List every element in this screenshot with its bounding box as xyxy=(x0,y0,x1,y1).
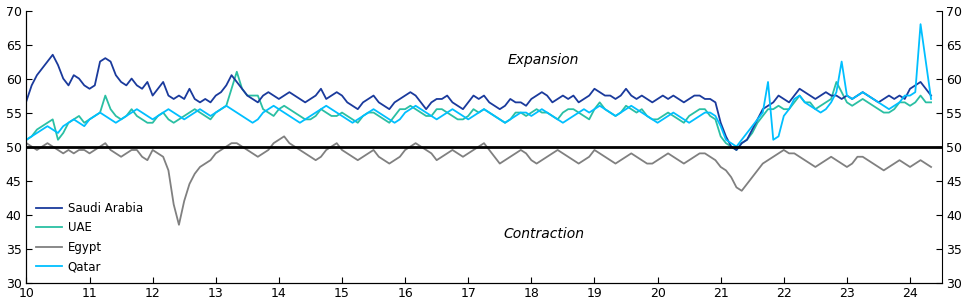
Qatar xyxy=(831,90,842,94)
Qatar xyxy=(20,138,32,142)
UAE xyxy=(231,70,243,74)
Qatar xyxy=(915,22,926,26)
UAE xyxy=(925,101,937,104)
UAE xyxy=(683,114,695,118)
UAE xyxy=(520,114,531,118)
Egypt xyxy=(20,141,32,145)
Qatar xyxy=(925,97,937,101)
Egypt xyxy=(835,162,847,166)
Egypt xyxy=(720,169,732,172)
Qatar xyxy=(457,114,469,118)
Saudi Arabia xyxy=(46,53,58,57)
Qatar xyxy=(352,118,364,121)
Egypt xyxy=(688,155,700,159)
UAE xyxy=(357,114,369,118)
Qatar xyxy=(678,118,689,121)
UAE xyxy=(715,135,727,138)
Egypt xyxy=(279,135,290,138)
Legend: Saudi Arabia, UAE, Egypt, Qatar: Saudi Arabia, UAE, Egypt, Qatar xyxy=(32,198,146,277)
UAE xyxy=(835,90,847,94)
Line: Egypt: Egypt xyxy=(26,136,931,225)
Saudi Arabia xyxy=(520,104,531,108)
Saudi Arabia xyxy=(925,94,937,97)
Text: Expansion: Expansion xyxy=(508,53,579,66)
Qatar xyxy=(710,114,721,118)
Saudi Arabia xyxy=(357,101,369,104)
UAE xyxy=(463,114,474,118)
Saudi Arabia xyxy=(463,101,474,104)
Line: UAE: UAE xyxy=(26,72,931,150)
Saudi Arabia xyxy=(835,97,847,101)
UAE xyxy=(20,138,32,142)
Egypt xyxy=(173,223,185,227)
Saudi Arabia xyxy=(683,97,695,101)
Egypt xyxy=(526,158,537,162)
Line: Qatar: Qatar xyxy=(26,24,931,147)
Saudi Arabia xyxy=(20,99,32,103)
UAE xyxy=(731,148,742,152)
Saudi Arabia xyxy=(731,148,742,152)
Egypt xyxy=(468,148,479,152)
Saudi Arabia xyxy=(715,121,727,125)
Qatar xyxy=(731,145,742,148)
Text: Contraction: Contraction xyxy=(503,227,584,241)
Qatar xyxy=(515,111,527,114)
Egypt xyxy=(362,151,374,155)
Line: Saudi Arabia: Saudi Arabia xyxy=(26,55,931,150)
Egypt xyxy=(925,165,937,169)
